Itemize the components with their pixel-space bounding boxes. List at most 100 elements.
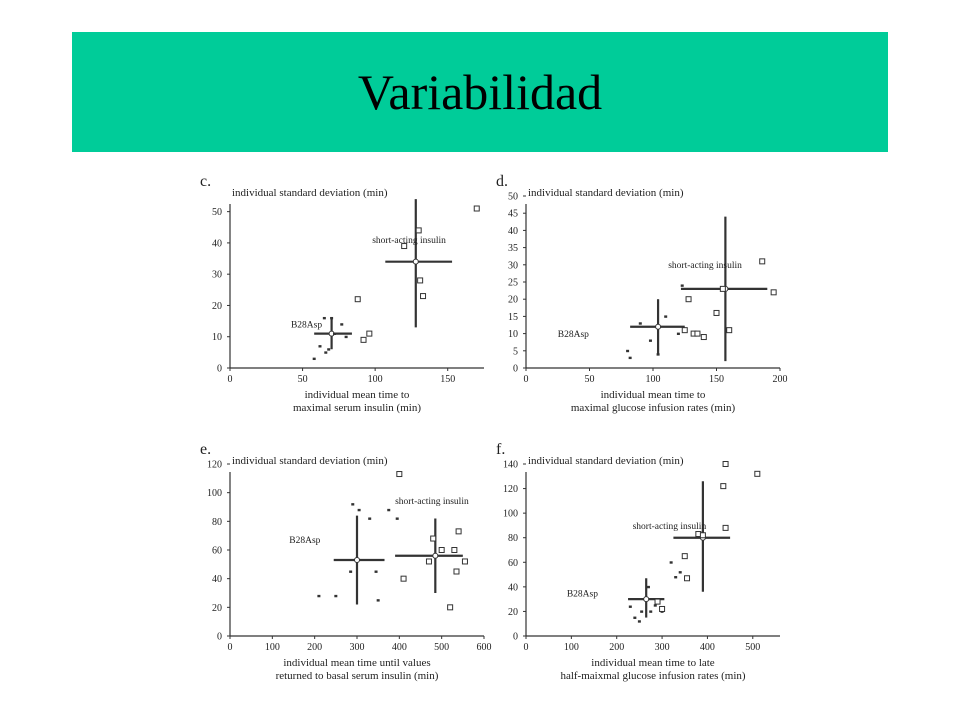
- annotation-label: B28Asp: [289, 536, 320, 546]
- annotation-label: B28Asp: [558, 330, 589, 340]
- y-axis-label: individual standard deviation (min): [528, 455, 684, 467]
- x-tick-label: 100: [646, 374, 661, 385]
- y-tick-label: 20: [508, 607, 518, 618]
- cross-center: [655, 323, 662, 330]
- data-point-dot: [649, 610, 653, 613]
- data-point-square: [713, 309, 720, 316]
- y-tick-label: 40: [508, 226, 518, 237]
- data-point-square: [699, 532, 706, 539]
- data-point-square: [401, 243, 408, 250]
- data-point-dot: [395, 517, 399, 520]
- data-point-square: [700, 334, 707, 341]
- x-tick-label: 50: [298, 374, 308, 385]
- data-point-dot: [340, 323, 344, 326]
- x-tick-label: 100: [265, 642, 280, 653]
- y-tick-label: 20: [212, 301, 222, 312]
- data-point-dot: [640, 610, 644, 613]
- x-tick-label: 150: [440, 374, 455, 385]
- annotation-label: short-acting insulin: [372, 236, 446, 246]
- panel-label: d.: [496, 173, 508, 190]
- y-tick-label: 0: [217, 364, 222, 375]
- y-tick-label: 120: [207, 460, 222, 471]
- x-tick-label: 300: [350, 642, 365, 653]
- mean-cross-b28asp: [630, 299, 685, 355]
- data-point-square: [719, 285, 726, 292]
- data-point-square: [447, 604, 454, 611]
- data-point-dot: [674, 576, 678, 579]
- annotation-label: B28Asp: [291, 320, 322, 330]
- y-tick-label: 0: [217, 632, 222, 643]
- data-point-dot: [653, 604, 657, 607]
- data-point-dot: [334, 594, 338, 598]
- mean-cross-b28asp: [628, 578, 665, 618]
- x-tick-label: 400: [392, 642, 407, 653]
- data-point-square: [451, 547, 458, 553]
- data-point-square: [425, 558, 432, 565]
- data-point-dot: [327, 348, 331, 351]
- x-tick-label: 0: [228, 642, 233, 653]
- slide-title: Variabilidad: [357, 64, 603, 120]
- y-tick-label: 40: [212, 574, 222, 585]
- y-tick-label: 60: [508, 558, 518, 569]
- x-tick-label: 100: [368, 374, 383, 385]
- data-point-dot: [648, 339, 652, 342]
- data-point-dot: [656, 353, 660, 356]
- x-tick-label: 400: [700, 642, 715, 653]
- chart-panel-f: f. individual standard deviation (min) 0 20…: [492, 436, 792, 706]
- x-axis-label: individual mean time to late: [591, 657, 715, 669]
- y-tick-label: 100: [503, 509, 518, 520]
- x-tick-label: 0: [524, 374, 529, 385]
- data-point-dot: [374, 570, 378, 573]
- data-point-square: [722, 461, 729, 467]
- chart-svg: d. individual standard deviation (min) 0 5 1…: [496, 173, 788, 414]
- y-tick-label: 5: [513, 346, 518, 357]
- x-axis-label: maximal serum insulin (min): [293, 402, 421, 414]
- data-point-dot: [318, 345, 322, 348]
- data-point-square: [473, 205, 480, 212]
- data-point-dot: [664, 315, 668, 318]
- y-axis-label: individual standard deviation (min): [232, 187, 388, 199]
- y-tick-label: 10: [508, 329, 518, 340]
- data-point-square: [685, 296, 692, 303]
- y-tick-label: 50: [212, 207, 222, 218]
- x-tick-label: 0: [228, 374, 233, 385]
- data-point-dot: [678, 571, 682, 574]
- annotation-label: short-acting insulin: [668, 261, 742, 271]
- data-point-dot: [333, 332, 337, 335]
- data-point-square: [400, 575, 407, 582]
- x-tick-label: 200: [773, 374, 788, 385]
- y-tick-label: 10: [212, 332, 222, 343]
- panel-label: f.: [496, 441, 505, 458]
- x-axis-label: maximal glucose infusion rates (min): [571, 402, 736, 414]
- data-point-dot: [351, 503, 355, 506]
- chart-panel-e: e. individual standard deviation (min) 0 20…: [196, 436, 496, 706]
- data-point-dot: [368, 517, 372, 520]
- y-tick-label: 60: [212, 546, 222, 557]
- x-tick-label: 200: [609, 642, 624, 653]
- data-point-square: [415, 227, 422, 234]
- y-tick-label: 0: [513, 364, 518, 375]
- data-point-dot: [322, 316, 326, 320]
- data-point-dot: [376, 599, 380, 602]
- data-point-square: [659, 605, 666, 612]
- x-tick-label: 0: [524, 642, 529, 653]
- chart-svg: f. individual standard deviation (min) 0 20…: [496, 441, 780, 682]
- cross-center: [432, 552, 439, 559]
- cross-center: [412, 258, 419, 265]
- data-point-square: [681, 327, 688, 334]
- data-point-square: [694, 330, 701, 337]
- data-point-dot: [676, 332, 680, 335]
- cross-center: [643, 596, 650, 603]
- y-tick-label: 40: [508, 582, 518, 593]
- data-point-dot: [646, 585, 650, 589]
- mean-cross-short-acting-insulin: [395, 518, 463, 593]
- data-point-dot: [637, 620, 641, 623]
- y-tick-label: 140: [503, 460, 518, 471]
- y-axis-label: individual standard deviation (min): [528, 187, 684, 199]
- data-point-dot: [344, 335, 348, 339]
- x-tick-label: 500: [745, 642, 760, 653]
- y-tick-label: 40: [212, 238, 222, 249]
- data-point-dot: [312, 357, 316, 361]
- data-point-square: [438, 547, 445, 553]
- x-tick-label: 150: [709, 374, 724, 385]
